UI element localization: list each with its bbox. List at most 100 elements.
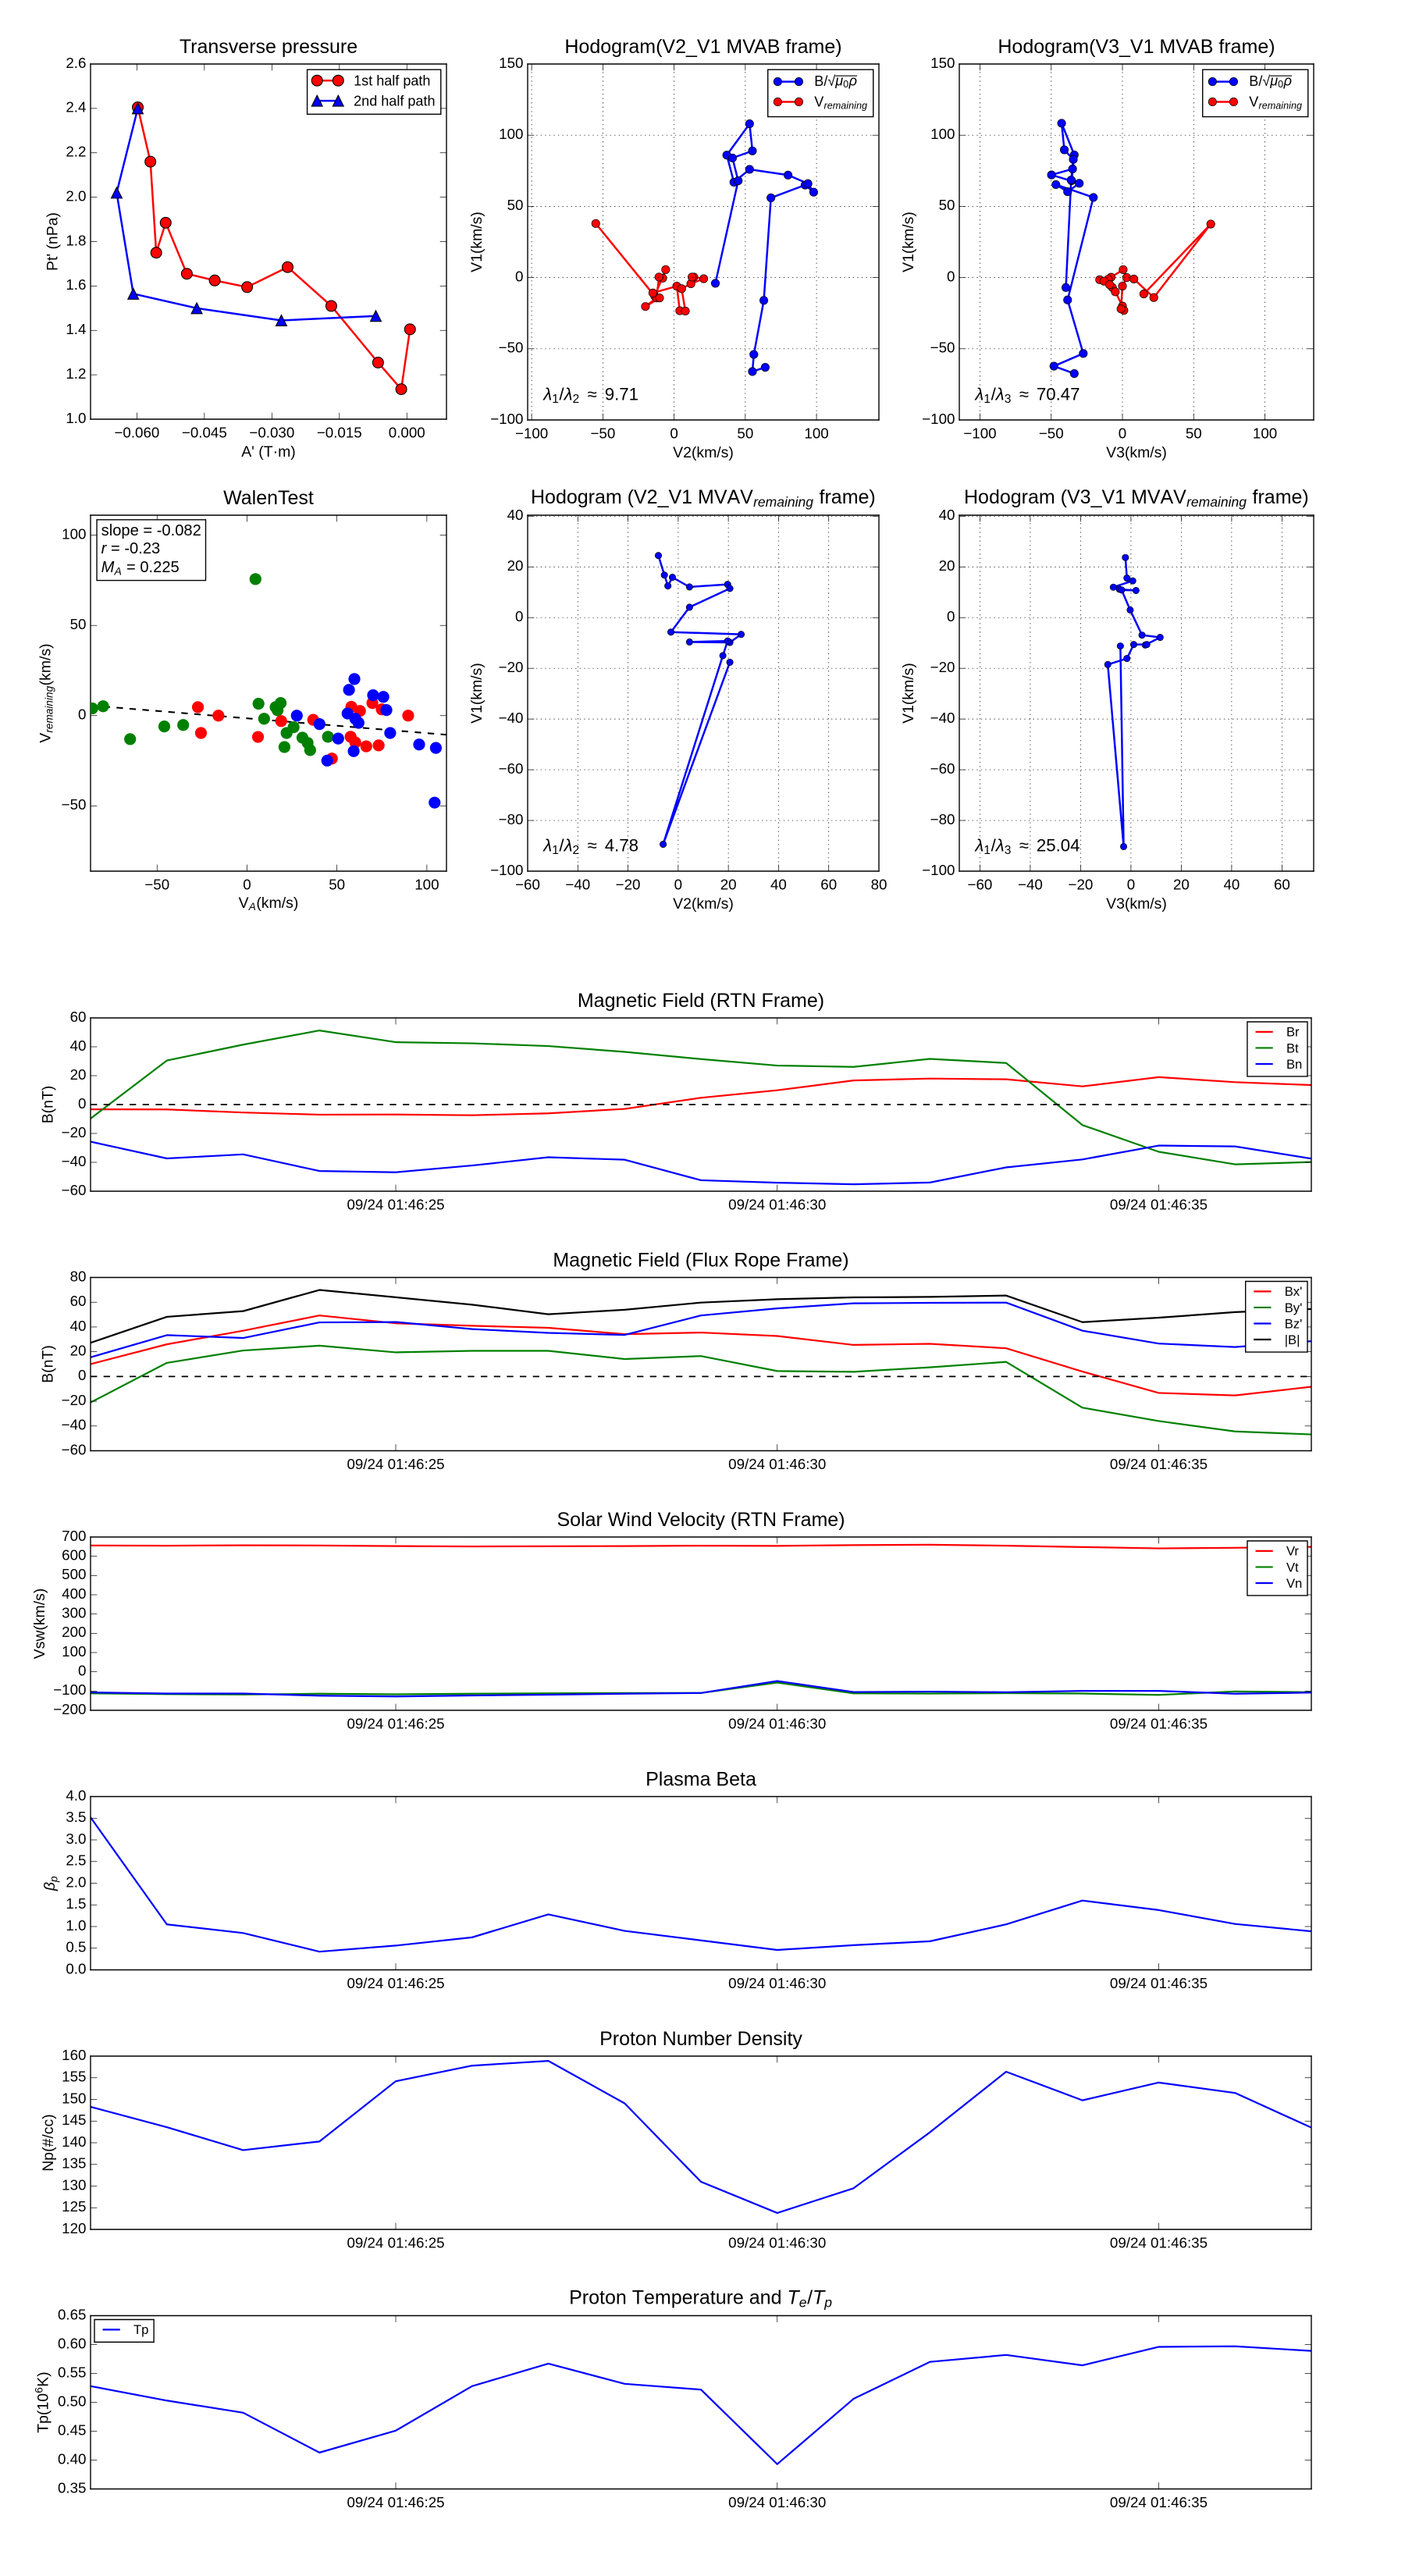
svg-text:1st half path: 1st half path bbox=[354, 73, 430, 89]
svg-text:200: 200 bbox=[62, 1624, 86, 1640]
svg-text:Proton Number Density: Proton Number Density bbox=[599, 2028, 802, 2050]
svg-text:0: 0 bbox=[947, 608, 955, 624]
svg-text:09/24 01:46:30: 09/24 01:46:30 bbox=[728, 2494, 826, 2510]
svg-text:V2(km/s): V2(km/s) bbox=[673, 444, 734, 461]
svg-text:09/24 01:46:25: 09/24 01:46:25 bbox=[347, 2234, 444, 2250]
svg-text:V2(km/s): V2(km/s) bbox=[673, 895, 734, 913]
svg-text:V1(km/s): V1(km/s) bbox=[900, 663, 917, 724]
svg-text:09/24 01:46:30: 09/24 01:46:30 bbox=[728, 1456, 826, 1472]
svg-text:0: 0 bbox=[670, 425, 678, 441]
svg-text:0.55: 0.55 bbox=[58, 2364, 87, 2380]
svg-text:P r o t: P r o t o n T e m p e r a t u r e a n d … bbox=[569, 2286, 832, 2311]
svg-text:B / √ μ: B / √ μ ρ 0 bbox=[814, 69, 862, 90]
svg-text:09/24 01:46:35: 09/24 01:46:35 bbox=[1110, 2234, 1208, 2250]
svg-text:20: 20 bbox=[939, 557, 955, 574]
svg-text:V r e m: V r e m a i n i n g bbox=[1249, 91, 1302, 113]
svg-text:0: 0 bbox=[947, 268, 955, 284]
svg-text:600: 600 bbox=[62, 1547, 86, 1564]
svg-text:V1(km/s): V1(km/s) bbox=[900, 212, 917, 272]
svg-text:A' (T·m): A' (T·m) bbox=[241, 443, 296, 461]
svg-text:−40: −40 bbox=[1018, 876, 1043, 892]
svg-text:1.4: 1.4 bbox=[66, 321, 86, 337]
svg-text:Vr: Vr bbox=[1286, 1544, 1299, 1559]
svg-text:20: 20 bbox=[70, 1066, 87, 1083]
svg-text:−50: −50 bbox=[144, 876, 169, 892]
svg-text:50: 50 bbox=[70, 616, 87, 632]
svg-text:−80: −80 bbox=[930, 811, 955, 827]
svg-text:−20: −20 bbox=[930, 659, 955, 675]
svg-text:Hodogram(V2_V1 MVAB frame): Hodogram(V2_V1 MVAB frame) bbox=[564, 36, 841, 58]
svg-text:Hodogram(V3_V1 MVAB frame): Hodogram(V3_V1 MVAB frame) bbox=[998, 36, 1275, 58]
svg-text:−0.015: −0.015 bbox=[317, 424, 362, 440]
svg-text:0: 0 bbox=[1127, 876, 1135, 892]
svg-text:0: 0 bbox=[78, 1663, 86, 1679]
svg-text:V r e m: V r e m a i n i n g bbox=[814, 91, 867, 113]
svg-text:M A =: M A = 0 . 2 2 5 bbox=[101, 557, 180, 578]
svg-text:0: 0 bbox=[674, 876, 682, 892]
svg-text:Br: Br bbox=[1286, 1025, 1300, 1040]
svg-text:100: 100 bbox=[1253, 425, 1277, 441]
svg-text:0.60: 0.60 bbox=[58, 2335, 87, 2351]
svg-text:1.8: 1.8 bbox=[66, 232, 86, 248]
svg-text:−40: −40 bbox=[565, 876, 590, 892]
svg-text:50: 50 bbox=[737, 425, 753, 441]
svg-text:09/24 01:46:35: 09/24 01:46:35 bbox=[1110, 2494, 1208, 2510]
svg-text:V3(km/s): V3(km/s) bbox=[1106, 895, 1167, 913]
svg-text:20: 20 bbox=[70, 1342, 87, 1358]
svg-text:60: 60 bbox=[820, 876, 837, 892]
svg-text:−50: −50 bbox=[930, 340, 955, 356]
svg-text:40: 40 bbox=[70, 1037, 87, 1054]
svg-text:40: 40 bbox=[70, 1318, 87, 1334]
svg-text:60: 60 bbox=[70, 1293, 87, 1309]
svg-text:20: 20 bbox=[1173, 876, 1190, 892]
svg-text:−100: −100 bbox=[515, 425, 548, 441]
svg-text:0: 0 bbox=[243, 876, 251, 892]
svg-text:−50: −50 bbox=[590, 425, 615, 441]
svg-text:−20: −20 bbox=[616, 876, 641, 892]
svg-text:120: 120 bbox=[62, 2220, 86, 2236]
svg-text:V1(km/s): V1(km/s) bbox=[468, 663, 486, 724]
svg-text:β p: β p bbox=[39, 1876, 59, 1891]
svg-text:150: 150 bbox=[499, 55, 523, 71]
svg-text:−100: −100 bbox=[922, 411, 955, 427]
svg-text:Magnetic Field (Flux Rope Fram: Magnetic Field (Flux Rope Frame) bbox=[553, 1250, 848, 1272]
svg-text:−100: −100 bbox=[490, 862, 523, 878]
svg-text:160: 160 bbox=[62, 2047, 86, 2063]
svg-text:Bn: Bn bbox=[1286, 1057, 1302, 1072]
svg-text:0: 0 bbox=[78, 1095, 86, 1112]
svg-text:130: 130 bbox=[62, 2176, 86, 2193]
svg-text:−20: −20 bbox=[62, 1124, 87, 1140]
svg-text:Transverse pressure: Transverse pressure bbox=[180, 36, 357, 58]
svg-text:09/24 01:46:25: 09/24 01:46:25 bbox=[347, 1715, 444, 1731]
svg-text:60: 60 bbox=[1274, 876, 1290, 892]
svg-text:0.65: 0.65 bbox=[58, 2306, 87, 2322]
svg-text:150: 150 bbox=[62, 2090, 86, 2106]
svg-text:150: 150 bbox=[930, 55, 955, 71]
svg-text:40: 40 bbox=[1223, 876, 1240, 892]
svg-text:−40: −40 bbox=[499, 710, 524, 726]
svg-text:B(nT): B(nT) bbox=[40, 1345, 57, 1383]
svg-text:−0.030: −0.030 bbox=[249, 424, 294, 440]
svg-text:40: 40 bbox=[770, 876, 787, 892]
svg-text:Plasma Beta: Plasma Beta bbox=[646, 1769, 756, 1791]
svg-text:−80: −80 bbox=[499, 811, 524, 827]
svg-text:−40: −40 bbox=[930, 710, 955, 726]
svg-text:−200: −200 bbox=[53, 1701, 86, 1717]
svg-text:50: 50 bbox=[939, 197, 955, 213]
svg-text:V3(km/s): V3(km/s) bbox=[1106, 444, 1167, 461]
svg-text:V ( k m: V ( k m / s ) A bbox=[239, 892, 304, 913]
svg-text:09/24 01:46:25: 09/24 01:46:25 bbox=[347, 1196, 444, 1212]
svg-text:1.2: 1.2 bbox=[66, 365, 86, 382]
svg-text:0.35: 0.35 bbox=[58, 2479, 87, 2496]
svg-text:0: 0 bbox=[78, 706, 86, 723]
svg-text:20: 20 bbox=[507, 557, 524, 574]
svg-text:140: 140 bbox=[62, 2133, 86, 2150]
svg-text:3.5: 3.5 bbox=[66, 1809, 86, 1825]
svg-text:−100: −100 bbox=[963, 425, 996, 441]
svg-text:135: 135 bbox=[62, 2155, 86, 2172]
svg-text:B(nT): B(nT) bbox=[40, 1086, 57, 1124]
svg-text:09/24 01:46:35: 09/24 01:46:35 bbox=[1110, 1456, 1208, 1472]
svg-text:−20: −20 bbox=[499, 659, 524, 675]
svg-text:100: 100 bbox=[499, 126, 523, 142]
svg-text:−60: −60 bbox=[515, 876, 540, 892]
